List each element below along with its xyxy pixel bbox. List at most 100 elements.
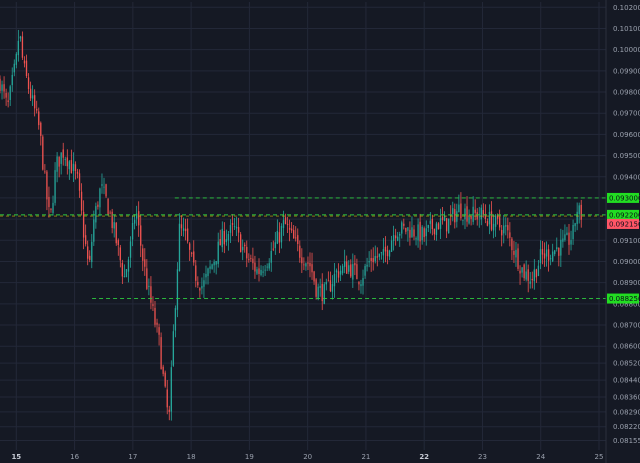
candle-body xyxy=(329,280,332,292)
x-tick-label: 16 xyxy=(70,453,79,461)
candle-body xyxy=(560,239,562,256)
candle-body xyxy=(50,208,52,210)
candle-body xyxy=(323,284,325,304)
candle-body xyxy=(405,227,407,232)
candle-body xyxy=(568,232,570,245)
candle-body xyxy=(246,246,248,259)
candle-body xyxy=(146,268,148,289)
candle-body xyxy=(1,84,3,91)
candle-body xyxy=(42,136,44,170)
candle-body xyxy=(409,229,411,238)
candle-body xyxy=(250,258,252,259)
candle-body xyxy=(40,122,42,136)
candle-body xyxy=(70,160,73,174)
candle-body xyxy=(290,228,293,231)
candle-body xyxy=(454,209,456,223)
candle-body xyxy=(56,156,58,172)
candle-body xyxy=(76,171,79,174)
candle-body xyxy=(82,211,85,238)
candle-body xyxy=(303,264,305,266)
candle-body xyxy=(123,275,126,277)
candle-body xyxy=(441,216,444,221)
candle-body xyxy=(427,224,429,229)
candle-body xyxy=(89,255,91,260)
candle-body xyxy=(564,234,566,241)
grid xyxy=(0,2,606,450)
candle-body xyxy=(193,251,195,263)
candle-body xyxy=(494,215,497,227)
candle-body xyxy=(545,249,548,257)
candle-body xyxy=(341,265,344,274)
candle-body xyxy=(66,157,68,167)
candle-body xyxy=(27,77,30,89)
candle-body xyxy=(378,253,380,257)
candle-body xyxy=(425,228,427,237)
candle-body xyxy=(31,95,34,99)
candle-body xyxy=(221,228,223,248)
candle-body xyxy=(13,63,15,73)
candle-body xyxy=(490,211,493,230)
candle-body xyxy=(68,161,71,170)
candle-body xyxy=(5,93,7,98)
candle-body xyxy=(392,235,395,241)
candle-body xyxy=(362,278,364,286)
candle-body xyxy=(431,218,434,230)
candle-body xyxy=(138,211,140,226)
candle-body xyxy=(111,211,113,228)
candle-body xyxy=(319,285,321,288)
candle-body xyxy=(466,206,468,222)
candle-body xyxy=(140,225,142,246)
candle-body xyxy=(144,259,146,267)
x-axis: 15 16 17 18 19 20 21 22 23 24 25 xyxy=(11,453,603,461)
candle-body xyxy=(21,36,24,58)
candle-body xyxy=(535,269,538,278)
candle-body xyxy=(105,184,107,197)
candle-body xyxy=(227,233,230,241)
candle-body xyxy=(415,238,417,240)
candle-body xyxy=(350,264,352,277)
candle-body xyxy=(125,269,128,278)
candle-body xyxy=(543,253,546,259)
candle-body xyxy=(135,213,138,219)
candle-body xyxy=(213,261,215,266)
candle-body xyxy=(297,235,299,245)
candle-body xyxy=(48,196,50,208)
candle-body xyxy=(299,245,301,258)
candle-body xyxy=(211,264,213,269)
candle-body xyxy=(195,265,197,281)
candle-body xyxy=(507,225,509,231)
candle-body xyxy=(529,281,531,284)
candle-body xyxy=(480,207,482,220)
candle-body xyxy=(229,225,232,233)
candle-body xyxy=(470,215,472,219)
candle-body xyxy=(527,269,529,281)
candle-body xyxy=(207,268,209,277)
candle-body xyxy=(156,322,158,325)
x-tick-label: 21 xyxy=(361,453,370,461)
candle-body xyxy=(11,74,13,86)
candle-body xyxy=(152,304,154,306)
candle-body xyxy=(519,270,521,274)
candle-body xyxy=(437,223,440,230)
candle-body xyxy=(501,229,503,236)
candle-body xyxy=(9,86,11,100)
candle-body xyxy=(452,208,454,215)
candle-body xyxy=(154,307,156,325)
x-tick-label: 22 xyxy=(419,453,429,461)
candle-body xyxy=(117,240,119,246)
candle-body xyxy=(164,372,166,387)
candle-body xyxy=(25,60,28,77)
candle-body xyxy=(84,235,87,245)
candle-body xyxy=(176,269,179,310)
candle-body xyxy=(305,263,307,267)
candle-body xyxy=(293,230,295,239)
candle-body xyxy=(570,240,572,245)
